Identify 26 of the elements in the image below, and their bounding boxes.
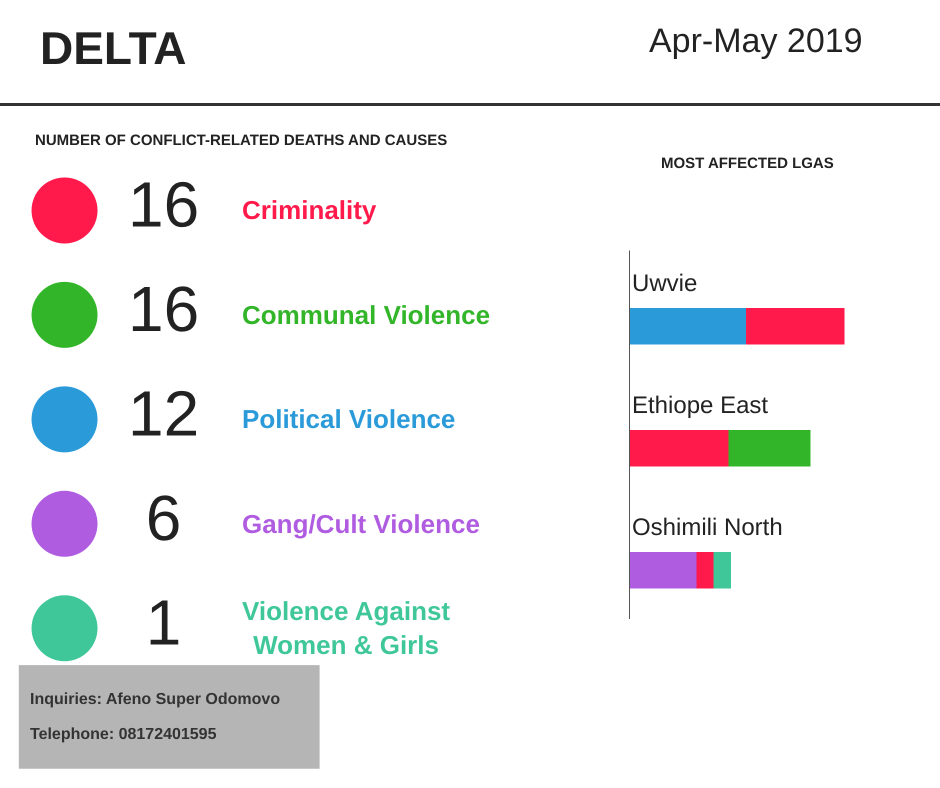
data-label: 6 xyxy=(146,482,182,554)
bar xyxy=(746,308,845,344)
bar xyxy=(714,552,731,589)
y-tick-label: Uwvie xyxy=(632,270,698,297)
text: Telephone: 08172401595 xyxy=(30,726,217,743)
category-label: Communal Violence xyxy=(242,300,490,330)
y-tick-label: Ethiope East xyxy=(632,392,768,419)
text: Inquiries: Afeno Super Odomovo xyxy=(30,691,280,708)
bar xyxy=(630,308,746,344)
data-label: 16 xyxy=(128,272,200,345)
data-label: 12 xyxy=(128,377,200,450)
bar xyxy=(728,430,810,466)
text: Apr-May 2019 xyxy=(649,22,863,60)
text: NUMBER OF CONFLICT-RELATED DEATHS AND CAUSES xyxy=(35,132,448,149)
bar xyxy=(630,430,729,466)
data-label: 1 xyxy=(146,586,182,658)
category-label: Criminality xyxy=(242,195,377,225)
bar xyxy=(630,552,696,589)
chart-title: MOST AFFECTED LGAS xyxy=(661,155,834,172)
data-label: 16 xyxy=(128,168,200,240)
category-label: Violence Against Women & Girls xyxy=(242,596,450,660)
text: DELTA xyxy=(40,22,186,74)
category-label: Political Violence xyxy=(242,404,456,434)
y-tick-label: Oshimili North xyxy=(632,514,783,541)
bar xyxy=(696,552,714,589)
category-label: Gang/Cult Violence xyxy=(242,509,480,539)
